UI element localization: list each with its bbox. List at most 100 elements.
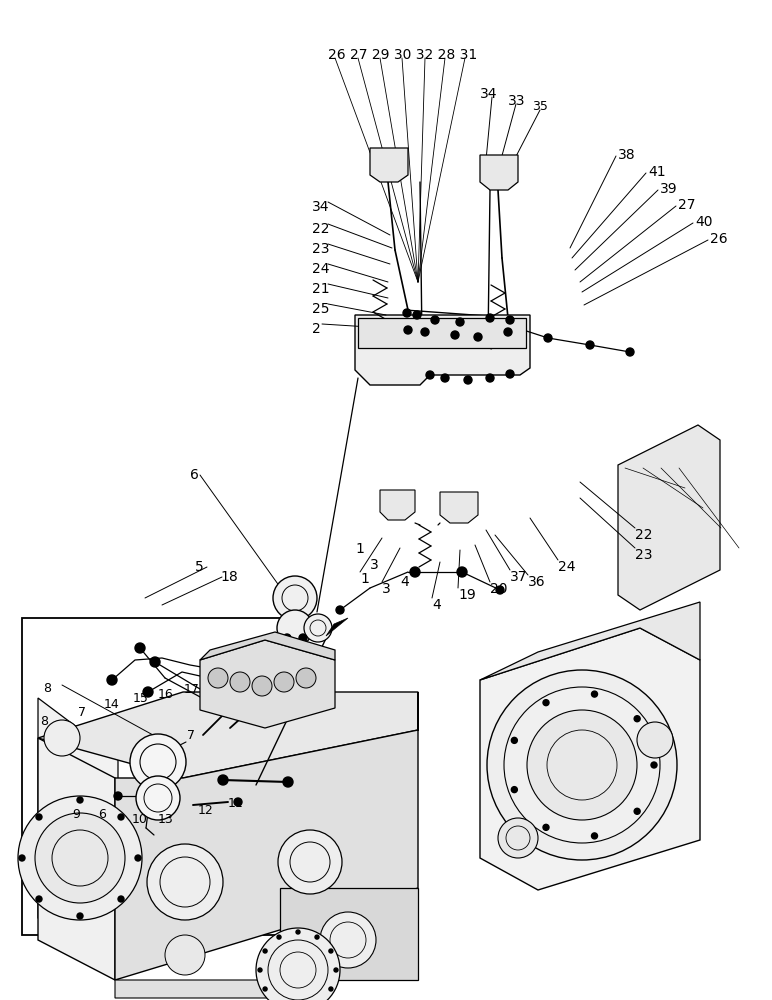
Text: 36: 36 (528, 575, 546, 589)
Text: 7: 7 (187, 729, 195, 742)
Circle shape (230, 672, 250, 692)
Circle shape (511, 737, 517, 743)
Circle shape (302, 674, 310, 682)
Text: 39: 39 (660, 182, 678, 196)
Text: 26: 26 (710, 232, 728, 246)
Circle shape (278, 830, 342, 894)
Circle shape (637, 722, 673, 758)
Circle shape (544, 334, 552, 342)
Polygon shape (280, 888, 418, 980)
Text: 40: 40 (695, 215, 713, 229)
Polygon shape (38, 692, 418, 778)
Text: 19: 19 (458, 588, 476, 602)
Text: 33: 33 (508, 94, 526, 108)
Circle shape (486, 374, 494, 382)
Circle shape (263, 949, 267, 953)
Circle shape (114, 792, 122, 800)
Bar (358, 318, 526, 348)
Circle shape (280, 678, 288, 686)
Circle shape (403, 309, 411, 317)
Circle shape (410, 567, 420, 577)
Circle shape (256, 928, 340, 1000)
Circle shape (234, 798, 242, 806)
Polygon shape (480, 628, 700, 890)
Circle shape (277, 935, 281, 939)
Text: 21: 21 (312, 282, 330, 296)
Circle shape (147, 844, 223, 920)
Circle shape (218, 775, 228, 785)
Circle shape (35, 813, 125, 903)
Circle shape (304, 614, 332, 642)
Circle shape (296, 668, 316, 688)
Circle shape (451, 331, 459, 339)
Circle shape (591, 833, 598, 839)
Polygon shape (38, 698, 118, 980)
Circle shape (263, 987, 267, 991)
Circle shape (283, 777, 293, 787)
Text: 7: 7 (78, 706, 86, 719)
Polygon shape (480, 602, 700, 680)
Circle shape (336, 606, 344, 614)
Circle shape (527, 710, 637, 820)
Text: 24: 24 (558, 560, 575, 574)
Text: 4: 4 (400, 575, 408, 589)
Polygon shape (355, 315, 530, 385)
Text: 37: 37 (510, 570, 527, 584)
Text: 18: 18 (220, 570, 238, 584)
Circle shape (214, 674, 222, 682)
Circle shape (277, 610, 313, 646)
Text: 16: 16 (158, 688, 174, 701)
Bar (283, 598, 307, 628)
Polygon shape (115, 980, 285, 998)
Circle shape (36, 814, 42, 820)
Text: 34: 34 (480, 87, 497, 101)
Circle shape (511, 787, 517, 793)
Text: 1: 1 (360, 572, 369, 586)
Polygon shape (326, 618, 348, 636)
Text: 35: 35 (532, 100, 548, 113)
Circle shape (118, 814, 124, 820)
Circle shape (276, 679, 284, 687)
Circle shape (543, 824, 549, 830)
Circle shape (44, 720, 80, 756)
Circle shape (504, 328, 512, 336)
Text: 25: 25 (312, 302, 330, 316)
Circle shape (486, 314, 494, 322)
Text: 15: 15 (133, 692, 149, 705)
Text: 14: 14 (104, 698, 120, 711)
Circle shape (320, 912, 376, 968)
Circle shape (329, 949, 333, 953)
Circle shape (18, 796, 142, 920)
Circle shape (504, 687, 660, 843)
Text: 24: 24 (312, 262, 330, 276)
Polygon shape (370, 148, 408, 182)
Text: 8: 8 (40, 715, 48, 728)
Circle shape (426, 371, 434, 379)
Text: 4: 4 (432, 598, 441, 612)
Circle shape (135, 855, 141, 861)
Text: 23: 23 (635, 548, 652, 562)
Polygon shape (440, 492, 478, 523)
Text: 3: 3 (382, 582, 391, 596)
Circle shape (208, 668, 228, 688)
Circle shape (498, 818, 538, 858)
Polygon shape (38, 738, 115, 980)
Circle shape (258, 682, 266, 690)
Circle shape (136, 776, 180, 820)
Text: 13: 13 (158, 813, 174, 826)
Text: 38: 38 (618, 148, 635, 162)
Circle shape (421, 328, 429, 336)
Text: 26 27 29 30 32 28 31: 26 27 29 30 32 28 31 (328, 48, 477, 62)
Polygon shape (480, 155, 518, 190)
Text: 41: 41 (648, 165, 665, 179)
Text: 12: 12 (198, 804, 214, 817)
Circle shape (274, 672, 294, 692)
Circle shape (19, 855, 25, 861)
Polygon shape (618, 425, 720, 610)
Circle shape (252, 676, 272, 696)
Circle shape (431, 316, 439, 324)
Circle shape (543, 700, 549, 706)
Polygon shape (200, 632, 335, 660)
Circle shape (591, 691, 598, 697)
Circle shape (135, 643, 145, 653)
